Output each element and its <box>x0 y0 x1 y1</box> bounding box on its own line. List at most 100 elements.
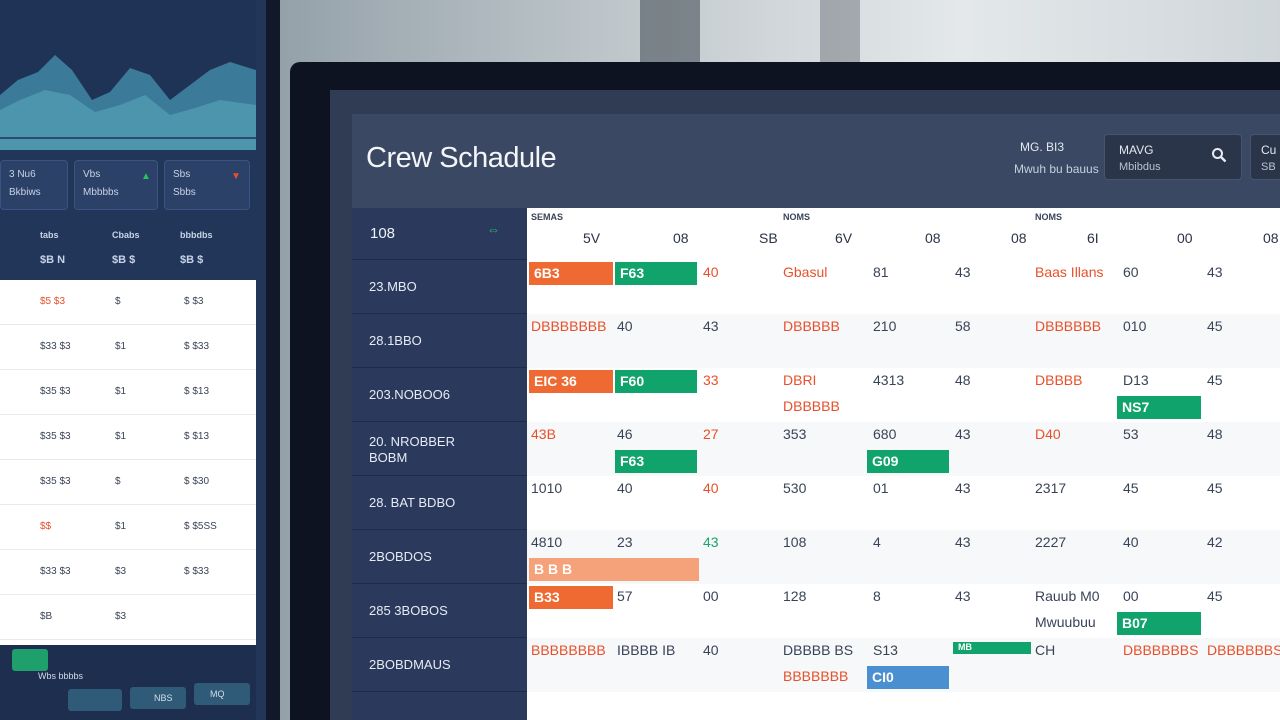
shift-cell[interactable]: 45 <box>1123 480 1139 496</box>
shift-cell[interactable]: 48 <box>1207 426 1223 442</box>
shift-cell[interactable]: DBBBBB <box>783 398 840 414</box>
shift-cell[interactable]: 46 <box>617 426 633 442</box>
shift-block[interactable]: NS7 <box>1117 396 1201 419</box>
shift-block[interactable]: B B B <box>529 558 699 581</box>
table-row[interactable]: $33 $3 $3 $ $33 <box>0 550 256 595</box>
shift-block[interactable]: F60 <box>615 370 697 393</box>
shift-cell[interactable]: 8 <box>873 588 881 604</box>
shift-cell[interactable]: 2317 <box>1035 480 1067 496</box>
shift-cell[interactable]: 43 <box>955 264 971 280</box>
shift-cell[interactable]: 45 <box>1207 480 1223 496</box>
shift-cell[interactable]: 27 <box>703 426 719 442</box>
shift-block[interactable]: EIC 36 <box>529 370 613 393</box>
shift-block[interactable]: MB <box>953 642 1031 654</box>
crew-member-row[interactable]: 285 3BOBOS <box>352 584 527 638</box>
header-menu-button[interactable]: Cu SB <box>1250 134 1280 180</box>
shift-cell[interactable]: 43 <box>703 534 719 550</box>
shift-block[interactable]: F63 <box>615 262 697 285</box>
shift-block[interactable]: CI0 <box>867 666 949 689</box>
shift-cell[interactable]: IBBBB IB <box>617 642 676 658</box>
shift-cell[interactable]: BBBBBBB <box>783 668 849 684</box>
shift-cell[interactable]: DBRI <box>783 372 817 388</box>
shift-cell[interactable]: DBBBBBB <box>1035 318 1102 334</box>
shift-cell[interactable]: 680 <box>873 426 897 442</box>
footer-button[interactable] <box>68 689 122 711</box>
shift-cell[interactable]: 108 <box>783 534 807 550</box>
crew-member-row[interactable]: 28.1BBO <box>352 314 527 368</box>
shift-cell[interactable]: 43 <box>703 318 719 334</box>
shift-cell[interactable]: 42 <box>1207 534 1223 550</box>
shift-cell[interactable]: 40 <box>617 318 633 334</box>
shift-cell[interactable]: Mwuubuu <box>1035 614 1096 630</box>
footer-button[interactable] <box>194 683 250 705</box>
shift-cell[interactable]: 4313 <box>873 372 905 388</box>
shift-cell[interactable]: 210 <box>873 318 897 334</box>
shift-cell[interactable]: Gbasul <box>783 264 828 280</box>
table-row[interactable]: $B $3 <box>0 595 256 640</box>
shift-cell[interactable]: DBBBB BS <box>783 642 854 658</box>
table-row[interactable]: $35 $3 $1 $ $13 <box>0 415 256 460</box>
shift-cell[interactable]: 010 <box>1123 318 1147 334</box>
link-icon[interactable]: ⇔ <box>487 222 500 237</box>
shift-block[interactable]: 6B3 <box>529 262 613 285</box>
shift-cell[interactable]: DBBBBBBB <box>531 318 607 334</box>
shift-cell[interactable]: 530 <box>783 480 807 496</box>
shift-cell[interactable]: 45 <box>1207 318 1223 334</box>
shift-cell[interactable]: 00 <box>703 588 719 604</box>
footer-badge[interactable] <box>12 649 48 671</box>
crew-member-row[interactable]: 2BOBDOS <box>352 530 527 584</box>
shift-cell[interactable]: DBBBBBBS <box>1207 642 1280 658</box>
shift-cell[interactable]: 1010 <box>531 480 563 496</box>
shift-cell[interactable]: S13 <box>873 642 898 658</box>
table-row[interactable]: $35 $3 $ $ $30 <box>0 460 256 505</box>
shift-cell[interactable]: 60 <box>1123 264 1139 280</box>
shift-cell[interactable]: 45 <box>1207 372 1223 388</box>
shift-cell[interactable]: 01 <box>873 480 889 496</box>
shift-cell[interactable]: 58 <box>955 318 971 334</box>
footer-button[interactable] <box>130 687 186 709</box>
crew-member-row[interactable]: 2BOBDMAUS <box>352 638 527 692</box>
shift-cell[interactable]: DBBBBBBS <box>1123 642 1199 658</box>
shift-cell[interactable]: 40 <box>617 480 633 496</box>
shift-cell[interactable]: 57 <box>617 588 633 604</box>
crew-member-row[interactable]: 20. NROBBER BOBM <box>352 422 527 476</box>
shift-block[interactable]: G09 <box>867 450 949 473</box>
search-input[interactable]: MAVG Mbibdus <box>1104 134 1242 180</box>
shift-cell[interactable]: 43 <box>955 588 971 604</box>
stat-card[interactable]: 3 Nu6 Bkbiws <box>0 160 68 210</box>
shift-cell[interactable]: D13 <box>1123 372 1149 388</box>
shift-cell[interactable]: BBBBBBBB <box>531 642 606 658</box>
stat-card[interactable]: Sbs Sbbs ▼ <box>164 160 250 210</box>
shift-cell[interactable]: 40 <box>1123 534 1139 550</box>
shift-cell[interactable]: DBBBB <box>1035 372 1083 388</box>
shift-cell[interactable]: 43 <box>1207 264 1223 280</box>
crew-member-row[interactable]: 203.NOBOO6 <box>352 368 527 422</box>
shift-block[interactable]: F63 <box>615 450 697 473</box>
shift-cell[interactable]: Rauub M0 <box>1035 588 1100 604</box>
shift-cell[interactable]: D40 <box>1035 426 1061 442</box>
crew-member-row[interactable]: 23.MBO <box>352 260 527 314</box>
shift-cell[interactable]: DBBBBB <box>783 318 840 334</box>
shift-cell[interactable]: 33 <box>703 372 719 388</box>
shift-cell[interactable]: Baas Illans <box>1035 264 1104 280</box>
shift-cell[interactable]: 128 <box>783 588 807 604</box>
shift-cell[interactable]: 353 <box>783 426 807 442</box>
shift-cell[interactable]: 40 <box>703 264 719 280</box>
shift-cell[interactable]: 00 <box>1123 588 1139 604</box>
crew-member-row[interactable]: 28. BAT BDBO <box>352 476 527 530</box>
table-row[interactable]: $5 $3 $ $ $3 <box>0 280 256 325</box>
shift-cell[interactable]: 43 <box>955 534 971 550</box>
search-icon[interactable] <box>1211 147 1227 163</box>
user-info[interactable]: MG. BI3 Mwuh bu bauus <box>1012 136 1112 186</box>
shift-cell[interactable]: 4 <box>873 534 881 550</box>
shift-cell[interactable]: 2227 <box>1035 534 1067 550</box>
shift-cell[interactable]: CH <box>1035 642 1056 658</box>
shift-cell[interactable]: 43 <box>955 426 971 442</box>
shift-cell[interactable]: 40 <box>703 642 719 658</box>
shift-cell[interactable]: 48 <box>955 372 971 388</box>
shift-cell[interactable]: 4810 <box>531 534 563 550</box>
table-row[interactable]: $35 $3 $1 $ $13 <box>0 370 256 415</box>
shift-cell[interactable]: 81 <box>873 264 889 280</box>
table-row[interactable]: $$ $1 $ $5SS <box>0 505 256 550</box>
shift-cell[interactable]: 43 <box>955 480 971 496</box>
